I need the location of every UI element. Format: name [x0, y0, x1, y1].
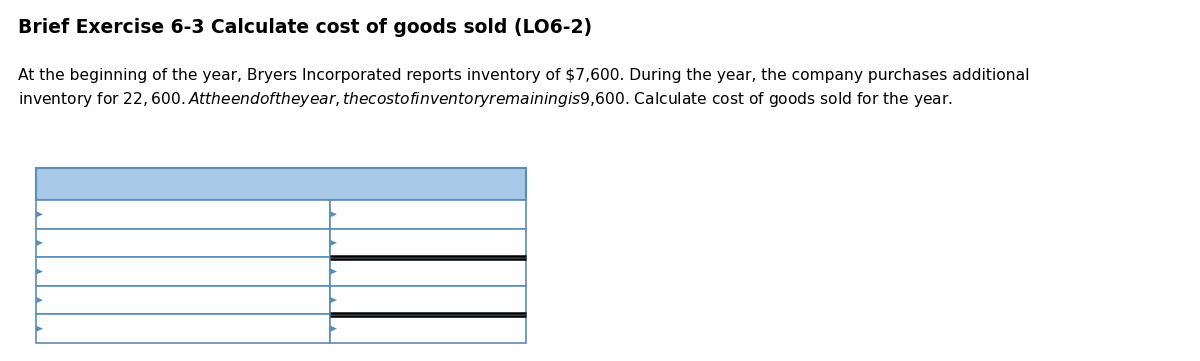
- Polygon shape: [330, 326, 337, 332]
- Text: Brief Exercise 6-3 Calculate cost of goods sold (LO6-2): Brief Exercise 6-3 Calculate cost of goo…: [18, 18, 592, 37]
- Bar: [36, 286, 330, 314]
- Bar: [36, 314, 330, 343]
- Bar: [330, 229, 526, 257]
- Polygon shape: [330, 240, 337, 246]
- Bar: [36, 168, 526, 200]
- Text: inventory for $22,600. At the end of the year, the cost of inventory remaining i: inventory for $22,600. At the end of the…: [18, 90, 953, 109]
- Polygon shape: [36, 240, 43, 246]
- Bar: [330, 200, 526, 229]
- Text: At the beginning of the year, Bryers Incorporated reports inventory of $7,600. D: At the beginning of the year, Bryers Inc…: [18, 68, 1030, 83]
- Bar: [330, 286, 526, 314]
- Bar: [36, 229, 330, 257]
- Polygon shape: [36, 326, 43, 332]
- Bar: [36, 200, 330, 229]
- Bar: [330, 257, 526, 286]
- Polygon shape: [36, 211, 43, 217]
- Bar: [330, 314, 526, 343]
- Polygon shape: [330, 297, 337, 303]
- Polygon shape: [330, 211, 337, 217]
- Polygon shape: [36, 268, 43, 275]
- Polygon shape: [330, 268, 337, 275]
- Bar: [36, 257, 330, 286]
- Polygon shape: [36, 297, 43, 303]
